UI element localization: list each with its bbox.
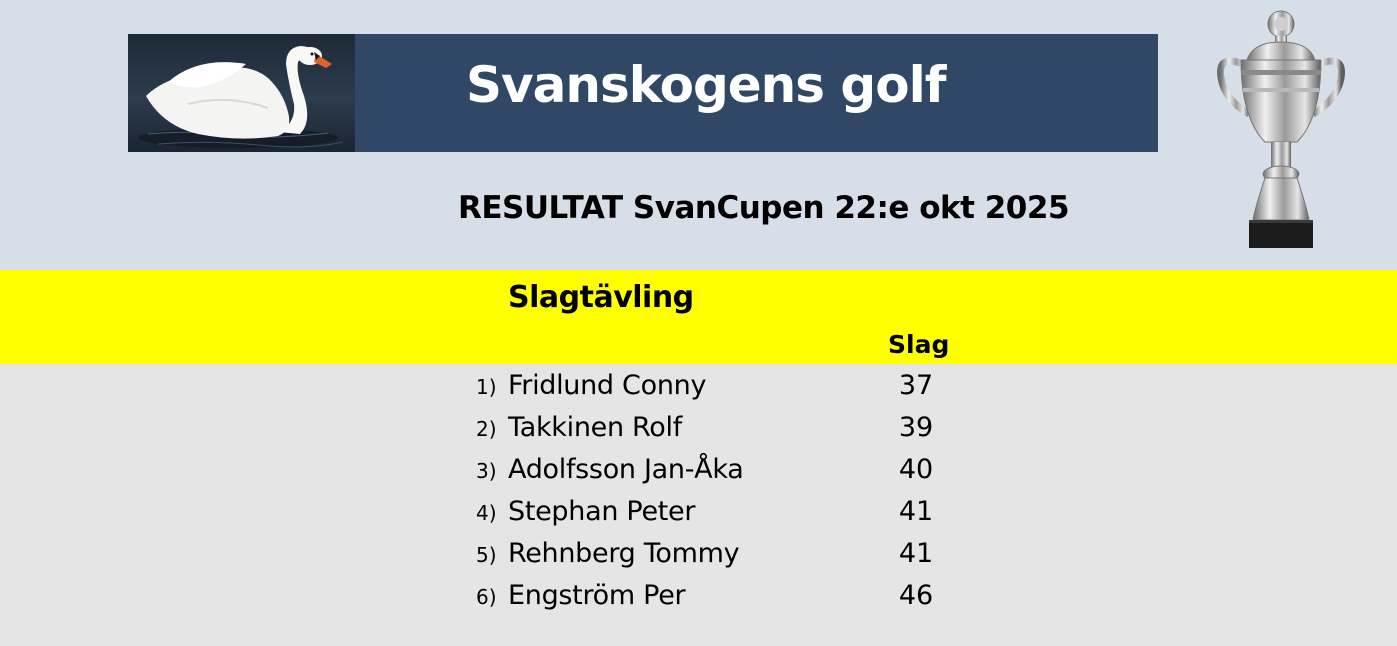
score: 39 [898, 412, 934, 443]
trophy-icon [1213, 8, 1349, 252]
score: 41 [898, 496, 934, 527]
result-row: 2) Takkinen Rolf 39 [0, 408, 1397, 450]
score: 40 [898, 454, 934, 485]
rank: 4) [476, 501, 497, 525]
result-row: 3) Adolfsson Jan-Åka 40 [0, 450, 1397, 492]
player-name: Stephan Peter [508, 496, 696, 527]
rank: 1) [476, 375, 497, 399]
player-name: Adolfsson Jan-Åka [508, 454, 744, 485]
score: 37 [898, 370, 934, 401]
rank: 2) [476, 417, 497, 441]
page-title: RESULTAT SvanCupen 22:e okt 2025 [458, 190, 1070, 226]
rank: 6) [476, 585, 497, 609]
player-name: Rehnberg Tommy [508, 538, 740, 569]
rank: 3) [476, 459, 497, 483]
player-name: Fridlund Conny [508, 370, 707, 401]
result-row: 5) Rehnberg Tommy 41 [0, 534, 1397, 576]
score-column-header: Slag [888, 330, 950, 359]
banner-title: Svanskogens golf [466, 56, 946, 114]
player-name: Engström Per [508, 580, 686, 611]
rank: 5) [476, 543, 497, 567]
banner: Svanskogens golf [128, 34, 1158, 152]
score: 46 [898, 580, 934, 611]
score: 41 [898, 538, 934, 569]
swan-icon [128, 34, 355, 152]
section-highlight [0, 270, 1397, 364]
section-title: Slagtävling [508, 280, 694, 315]
result-row: 1) Fridlund Conny 37 [0, 366, 1397, 408]
result-row: 4) Stephan Peter 41 [0, 492, 1397, 534]
player-name: Takkinen Rolf [508, 412, 682, 443]
result-row: 6) Engström Per 46 [0, 576, 1397, 618]
